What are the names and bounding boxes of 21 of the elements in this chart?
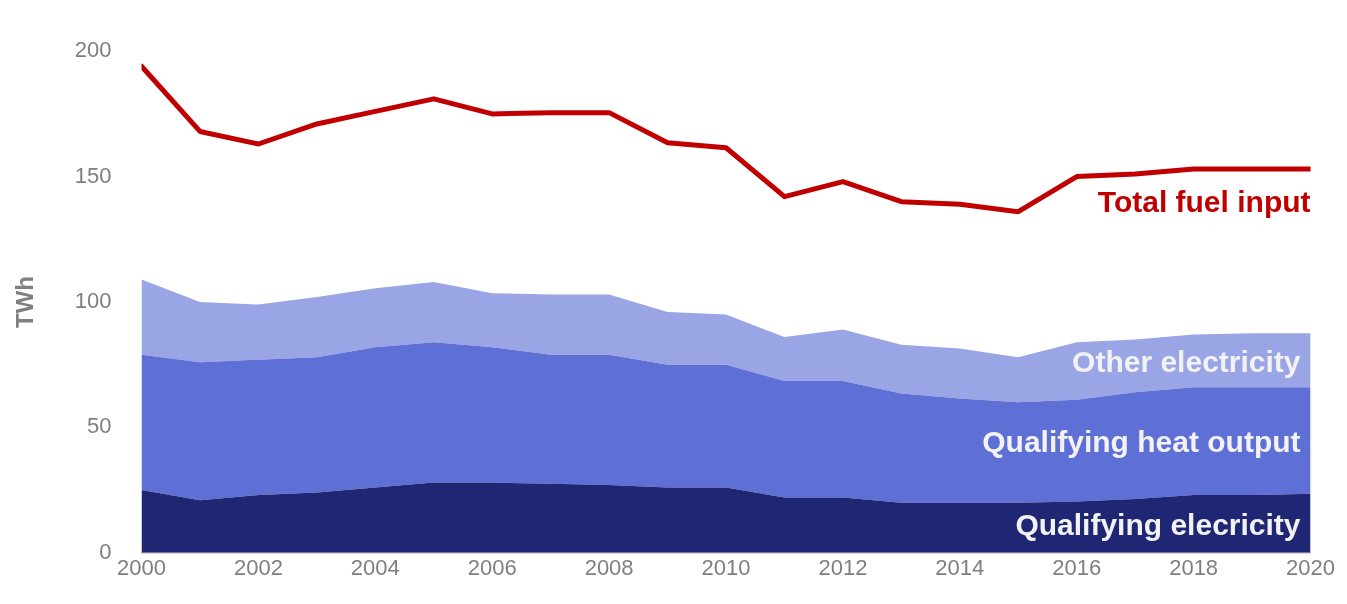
x-tick-label: 2010 (701, 555, 751, 581)
x-tick-label: 2004 (350, 555, 400, 581)
y-tick-label: 100 (74, 288, 112, 314)
x-tick-label: 2000 (117, 555, 166, 581)
series-label: Total fuel input (1097, 185, 1311, 219)
x-tick-label: 2018 (1169, 555, 1219, 581)
x-tick-label: 2002 (233, 555, 283, 581)
series-label: Qualifying heat output (982, 424, 1301, 458)
y-tick-label: 0 (99, 538, 112, 564)
x-tick-label: 2016 (1052, 555, 1102, 581)
x-tick-label: 2008 (584, 555, 634, 581)
y-axis-title: TWh (11, 276, 39, 328)
series-label: Qualifying elecricity (1015, 507, 1301, 541)
x-tick-label: 2012 (818, 555, 868, 581)
x-tick-label: 2020 (1286, 555, 1336, 581)
x-tick-label: 2014 (935, 555, 985, 581)
y-tick-label: 150 (74, 162, 112, 188)
x-tick-label: 2006 (467, 555, 517, 581)
y-tick-label: 50 (87, 413, 112, 439)
y-tick-label: 200 (74, 37, 112, 63)
series-label: Other electricity (1072, 344, 1301, 378)
